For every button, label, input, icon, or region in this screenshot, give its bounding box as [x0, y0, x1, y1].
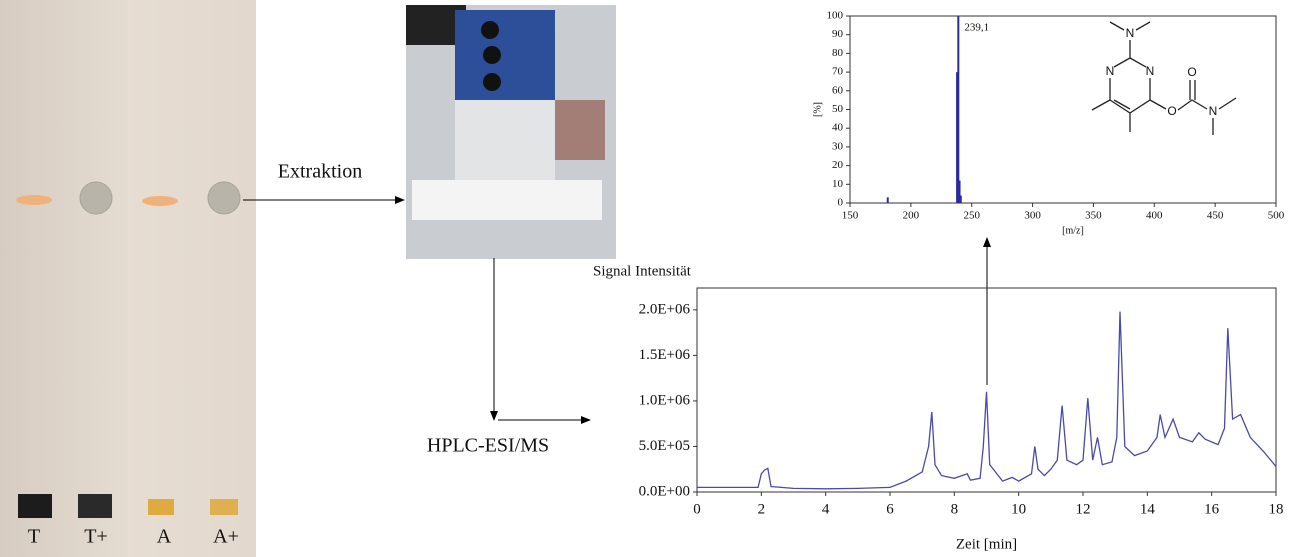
y-tick-label: 70: [832, 66, 844, 78]
y-tick-label: 20: [832, 159, 844, 171]
atom-label: N: [1126, 26, 1135, 40]
y-tick-label: 1.5E+06: [639, 347, 691, 363]
photo-detail: [555, 100, 605, 160]
band: [210, 499, 238, 515]
x-tick-label: 300: [1024, 210, 1041, 222]
x-tick-label: 4: [822, 501, 830, 517]
x-tick-label: 350: [1085, 210, 1102, 222]
y-tick-label: 5.0E+05: [639, 438, 690, 454]
x-tick-label: 10: [1011, 501, 1026, 517]
plate-half: [128, 0, 256, 557]
lane-label: T+: [84, 526, 108, 548]
x-tick-label: 250: [963, 210, 980, 222]
x-tick-label: 8: [951, 501, 959, 517]
atom-label: O: [1167, 104, 1176, 118]
x-tick-label: 16: [1204, 501, 1220, 517]
lane-label: A+: [213, 526, 239, 548]
x-tick-label: 500: [1268, 210, 1285, 222]
atom-label: O: [1187, 65, 1196, 79]
x-tick-label: 200: [903, 210, 920, 222]
x-tick-label: 150: [842, 210, 859, 222]
x-tick-label: 6: [886, 501, 894, 517]
y-tick-label: 0: [838, 197, 844, 209]
y-tick-label: 60: [832, 84, 844, 96]
spot: [142, 196, 178, 206]
spot: [207, 181, 241, 215]
x-axis-label: Zeit [min]: [956, 536, 1017, 552]
x-tick-label: 2: [758, 501, 766, 517]
y-tick-label: 2.0E+06: [639, 301, 691, 317]
y-tick-label: 1.0E+06: [639, 392, 691, 408]
peak-annotation: 239,1: [964, 22, 989, 34]
chromatogram-line: [697, 311, 1277, 490]
y-tick-label: 40: [832, 122, 844, 134]
photo-detail: [455, 10, 555, 100]
y-axis-label: Signal Intensität: [593, 263, 692, 279]
y-tick-label: 50: [832, 103, 844, 115]
x-tick-label: 0: [693, 501, 701, 517]
spot: [79, 181, 113, 215]
x-tick-label: 18: [1269, 501, 1284, 517]
band: [78, 494, 112, 518]
y-tick-label: 0.0E+00: [639, 483, 690, 499]
atom-label: N: [1209, 104, 1218, 118]
plot-frame: [696, 287, 1277, 493]
lane-label: A: [157, 526, 172, 548]
spot: [16, 195, 52, 205]
y-tick-label: 100: [827, 10, 844, 22]
step-label: Extraktion: [278, 161, 362, 183]
photo-detail: [455, 100, 555, 180]
x-tick-label: 12: [1076, 501, 1091, 517]
x-axis-label: [m/z]: [1062, 225, 1084, 236]
y-tick-label: 30: [832, 140, 844, 152]
x-tick-label: 450: [1207, 210, 1224, 222]
y-tick-label: 80: [832, 47, 844, 59]
atom-label: N: [1106, 64, 1115, 78]
band: [18, 494, 52, 518]
band: [148, 499, 174, 515]
y-tick-label: 10: [832, 178, 844, 190]
x-tick-label: 14: [1140, 501, 1156, 517]
atom-label: N: [1146, 64, 1155, 78]
step-label: HPLC-ESI/MS: [427, 435, 549, 457]
y-axis-label: [%]: [812, 102, 823, 117]
y-tick-label: 90: [832, 28, 844, 40]
photo-detail: [412, 180, 602, 220]
lane-label: T: [28, 526, 40, 548]
x-tick-label: 400: [1146, 210, 1163, 222]
structure-bonds: [1091, 21, 1237, 135]
